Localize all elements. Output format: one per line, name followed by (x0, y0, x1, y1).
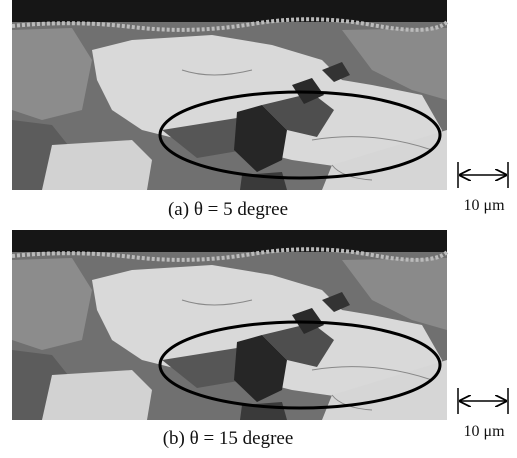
caption-b: (b) θ = 15 degree (163, 428, 294, 449)
micrograph-a (12, 0, 447, 190)
caption-a: (a) θ = 5 degree (168, 199, 288, 220)
micrograph-b (12, 230, 447, 420)
scale-label-b: 10 μm (463, 423, 505, 440)
figure: (a) θ = 5 degree 10 μm (b) θ = 15 degree… (0, 0, 517, 453)
scale-label-a: 10 μm (463, 197, 505, 214)
